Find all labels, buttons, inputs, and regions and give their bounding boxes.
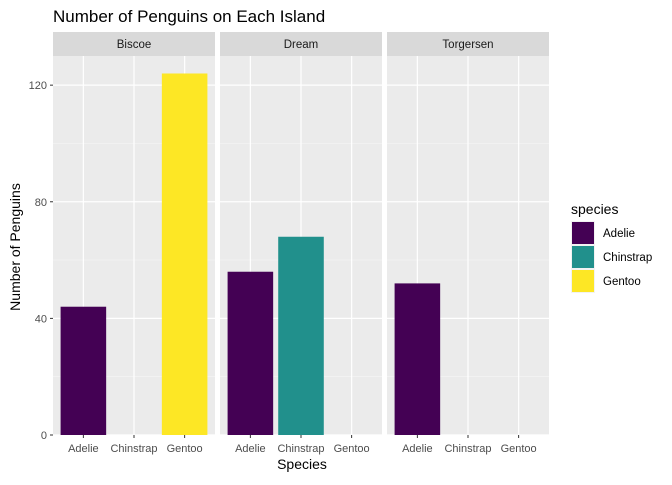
legend-label-adelie: Adelie	[603, 228, 635, 240]
facet-panel-biscoe: Biscoe Adelie Chinstrap Gentoo	[53, 32, 215, 455]
y-axis-title: Number of Penguins	[7, 183, 23, 311]
y-tick-label: 40	[35, 313, 47, 325]
facet-strip	[220, 32, 382, 56]
x-tick-label: Adelie	[402, 443, 433, 455]
bar-dream-adelie	[227, 271, 274, 435]
x-tick-label: Chinstrap	[277, 443, 324, 455]
bar-biscoe-adelie	[60, 306, 107, 435]
facets-layer: Biscoe Adelie Chinstrap Gentoo Dream Adelie Ch…	[53, 32, 549, 455]
facet-strip	[387, 32, 549, 56]
x-tick-label: Adelie	[235, 443, 266, 455]
facet-strip	[53, 32, 215, 56]
legend-swatch-adelie	[572, 222, 594, 244]
legend-label-chinstrap: Chinstrap	[603, 252, 652, 264]
chart-title: Number of Penguins on Each Island	[53, 7, 325, 26]
legend-swatch-gentoo	[572, 270, 594, 292]
facet-panel-dream: Dream Adelie Chinstrap Gentoo	[220, 32, 382, 455]
x-tick-label: Chinstrap	[444, 443, 491, 455]
x-tick-label: Adelie	[68, 443, 99, 455]
bar-biscoe-gentoo	[161, 73, 208, 435]
facet-strip-label: Torgersen	[442, 39, 493, 51]
legend-title: species	[571, 201, 618, 217]
x-tick-label: Gentoo	[501, 443, 537, 455]
facet-strip-label: Dream	[284, 39, 319, 51]
legend: species Adelie Chinstrap Gentoo	[571, 201, 652, 293]
x-tick-label: Gentoo	[167, 443, 203, 455]
legend-label-gentoo: Gentoo	[603, 276, 641, 288]
facet-panel-torgersen: Torgersen Adelie Chinstrap Gentoo	[387, 32, 549, 455]
x-tick-label: Chinstrap	[110, 443, 157, 455]
facet-strip-label: Biscoe	[117, 39, 152, 51]
bar-torgersen-adelie	[394, 283, 441, 435]
legend-swatch-chinstrap	[572, 246, 594, 268]
x-tick-label: Gentoo	[334, 443, 370, 455]
y-tick-label: 80	[35, 197, 47, 209]
y-tick-label: 120	[29, 80, 47, 92]
y-tick-label: 0	[41, 430, 47, 442]
x-axis-title: Species	[277, 456, 327, 472]
bar-dream-chinstrap	[278, 236, 324, 435]
y-axis: 0 40 80 120	[29, 80, 53, 442]
